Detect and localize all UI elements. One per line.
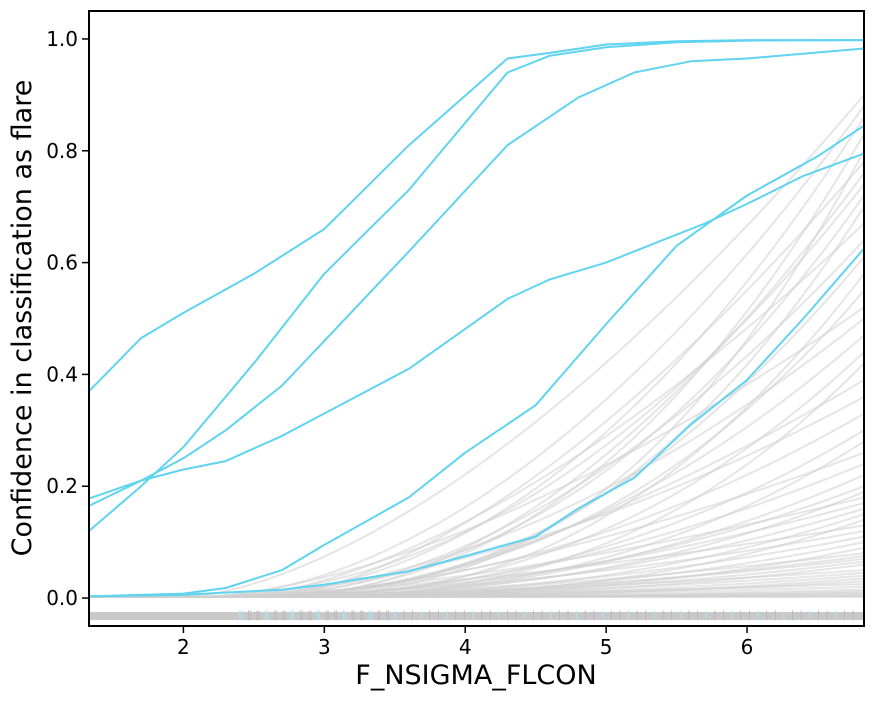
x-tick-label: 4 xyxy=(459,635,472,659)
highlight-series-line-3 xyxy=(89,47,864,507)
rug-band xyxy=(89,612,864,621)
plot-background xyxy=(89,11,864,626)
x-axis-ticks: 2 3 4 5 6 xyxy=(177,626,753,659)
y-tick-label: 0.2 xyxy=(46,474,78,498)
x-tick-label: 6 xyxy=(741,635,754,659)
highlight-series-line-5 xyxy=(89,124,864,598)
rug-plot xyxy=(89,610,864,621)
x-tick-label: 5 xyxy=(600,635,613,659)
plot-frame xyxy=(88,10,865,627)
y-tick-label: 1.0 xyxy=(46,27,78,51)
y-tick-label: 0.8 xyxy=(46,139,78,163)
y-axis-ticks: 0.0 0.2 0.4 0.6 0.8 1.0 xyxy=(46,27,89,610)
x-tick-label: 3 xyxy=(318,635,331,659)
y-axis-label: Confidence in classification as flare xyxy=(7,80,38,557)
background-lines xyxy=(89,94,864,598)
highlight-lines xyxy=(89,39,864,598)
x-axis-label: F_NSIGMA_FLCON xyxy=(355,660,596,691)
highlight-series-line-4 xyxy=(89,152,864,500)
highlight-series-line-6 xyxy=(89,247,864,598)
y-tick-label: 0.6 xyxy=(46,251,78,275)
x-tick-label: 2 xyxy=(177,635,190,659)
highlight-series-line-2 xyxy=(89,39,864,532)
y-tick-label: 0.4 xyxy=(46,362,78,386)
y-tick-label: 0.0 xyxy=(46,586,78,610)
